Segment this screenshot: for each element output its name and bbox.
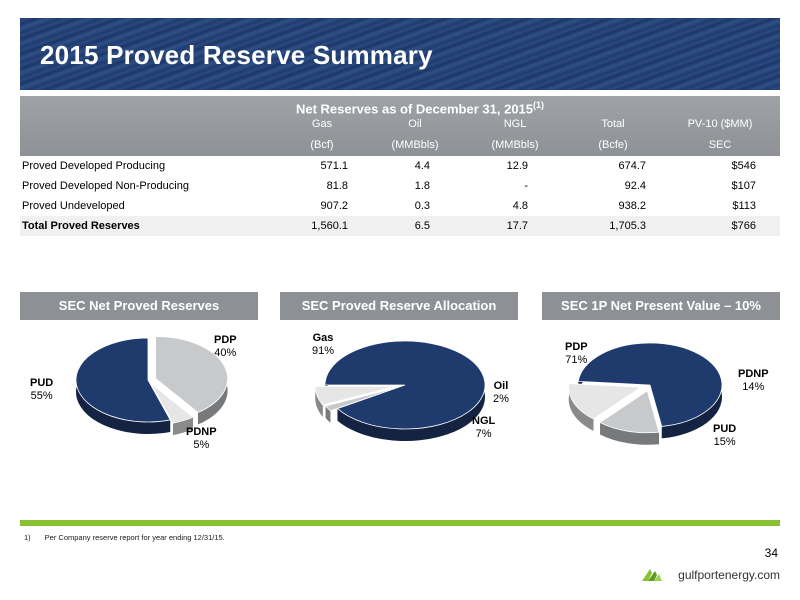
table-header-footnote-ref: (1) <box>533 100 545 110</box>
table-header-title: Net Reserves as of December 31, 2015(1) <box>20 100 780 116</box>
pie2-label-oil: Oil 2% <box>493 380 509 405</box>
page-title: 2015 Proved Reserve Summary <box>40 40 433 70</box>
pie3-label-pdp: PDP 71% <box>565 341 588 366</box>
row-label: Proved Developed Producing <box>22 160 166 172</box>
cell-oil: 4.4 <box>414 160 430 172</box>
pie3-label-pud: PUD 15% <box>713 423 737 448</box>
pie3-slice-side-pud <box>568 383 594 431</box>
cell-total: 674.7 <box>618 160 646 172</box>
title-banner: 2015 Proved Reserve Summary <box>20 18 780 90</box>
footnote-text: Per Company reserve report for year endi… <box>44 533 225 542</box>
pie2-slice-side-oil <box>325 406 331 423</box>
col-unit-oil: (MMBbls) <box>391 139 439 151</box>
table-header-title-text: Net Reserves as of December 31, 2015 <box>295 101 534 117</box>
pie2-slice-oil <box>324 386 399 412</box>
table-row: Proved Developed Non-Producing 81.8 1.8 … <box>20 176 780 196</box>
col-unit-total: (Bcfe) <box>598 139 628 151</box>
pie3-slice-pud <box>568 383 642 420</box>
pie3-slice-side-pdnp <box>600 422 660 445</box>
pie2-label-ngl: NGL 7% <box>472 415 496 440</box>
col-unit-ngl: (MMBbls) <box>491 139 539 151</box>
pie1-label-pdnp: PDNP 5% <box>186 426 217 451</box>
company-website: gulfportenergy.com <box>678 568 780 582</box>
table-row: Proved Developed Producing 571.1 4.4 12.… <box>20 156 780 176</box>
gulfport-logo-icon <box>642 569 662 581</box>
pie-title-npv: SEC 1P Net Present Value – 10% <box>542 292 780 320</box>
pie3-slice-pdnp <box>599 390 660 434</box>
footnote: 1) Per Company reserve report for year en… <box>24 533 239 542</box>
col-unit-pv10: SEC <box>708 139 732 151</box>
cell-gas: 571.1 <box>320 160 348 172</box>
pie1-slice-side-pud <box>75 338 171 434</box>
pie2-slice-side-gas <box>325 341 485 442</box>
cell-ngl: 4.8 <box>512 200 528 212</box>
col-header-pv10: PV-10 ($MM) <box>687 118 753 130</box>
pie-title-reserve-allocation: SEC Proved Reserve Allocation <box>280 292 518 320</box>
cell-gas: 1,560.1 <box>311 220 348 232</box>
pie1-slice-pdnp <box>150 382 194 424</box>
pie-title-net-proved-reserves: SEC Net Proved Reserves <box>20 292 258 320</box>
pie1-label-pdp: PDP 40% <box>214 334 237 359</box>
cell-oil: 0.3 <box>414 200 430 212</box>
col-header-oil: Oil <box>408 118 422 130</box>
col-header-ngl: NGL <box>503 118 527 130</box>
table-row-total: Total Proved Reserves 1,560.1 6.5 17.7 1… <box>20 216 780 236</box>
pie3-slice-side-pdp <box>578 343 722 439</box>
pie2-slice-ngl <box>314 385 396 406</box>
row-label: Total Proved Reserves <box>22 220 140 232</box>
cell-pv10: $766 <box>731 220 756 232</box>
cell-oil: 1.8 <box>414 180 430 192</box>
footnote-number: 1) <box>24 533 31 542</box>
table-row: Proved Undeveloped 907.2 0.3 4.8 938.2 $… <box>20 196 780 216</box>
cell-ngl: 17.7 <box>506 220 528 232</box>
cell-gas: 907.2 <box>320 200 348 212</box>
row-label: Proved Developed Non-Producing <box>22 180 189 192</box>
col-unit-gas: (Bcf) <box>310 139 334 151</box>
pie1-slice-pud <box>75 337 171 423</box>
pie3-slice-pdp <box>577 342 723 427</box>
row-label: Proved Undeveloped <box>22 200 125 212</box>
pie1-label-pud: PUD 55% <box>30 377 54 402</box>
cell-total: 1,705.3 <box>609 220 646 232</box>
col-header-gas: Gas <box>311 118 333 130</box>
cell-ngl: 12.9 <box>506 160 528 172</box>
cell-pv10: $546 <box>731 160 756 172</box>
cell-pv10: $113 <box>732 200 756 212</box>
pie2-label-gas: Gas 91% <box>312 332 335 357</box>
pie2-slice-side-ngl <box>315 386 323 418</box>
cell-gas: 81.8 <box>326 180 348 192</box>
cell-pv10: $107 <box>731 180 756 192</box>
cell-oil: 6.5 <box>414 220 430 232</box>
cell-total: 92.4 <box>624 180 646 192</box>
col-header-total: Total <box>601 118 625 130</box>
table-header-band <box>20 96 780 156</box>
page-number: 34 <box>764 546 778 560</box>
cell-total: 938.2 <box>618 200 646 212</box>
pie2-slice-gas <box>324 340 486 430</box>
cell-ngl: - <box>524 180 528 192</box>
green-divider <box>20 520 780 526</box>
pie3-label-pdnp: PDNP 14% <box>738 368 769 393</box>
